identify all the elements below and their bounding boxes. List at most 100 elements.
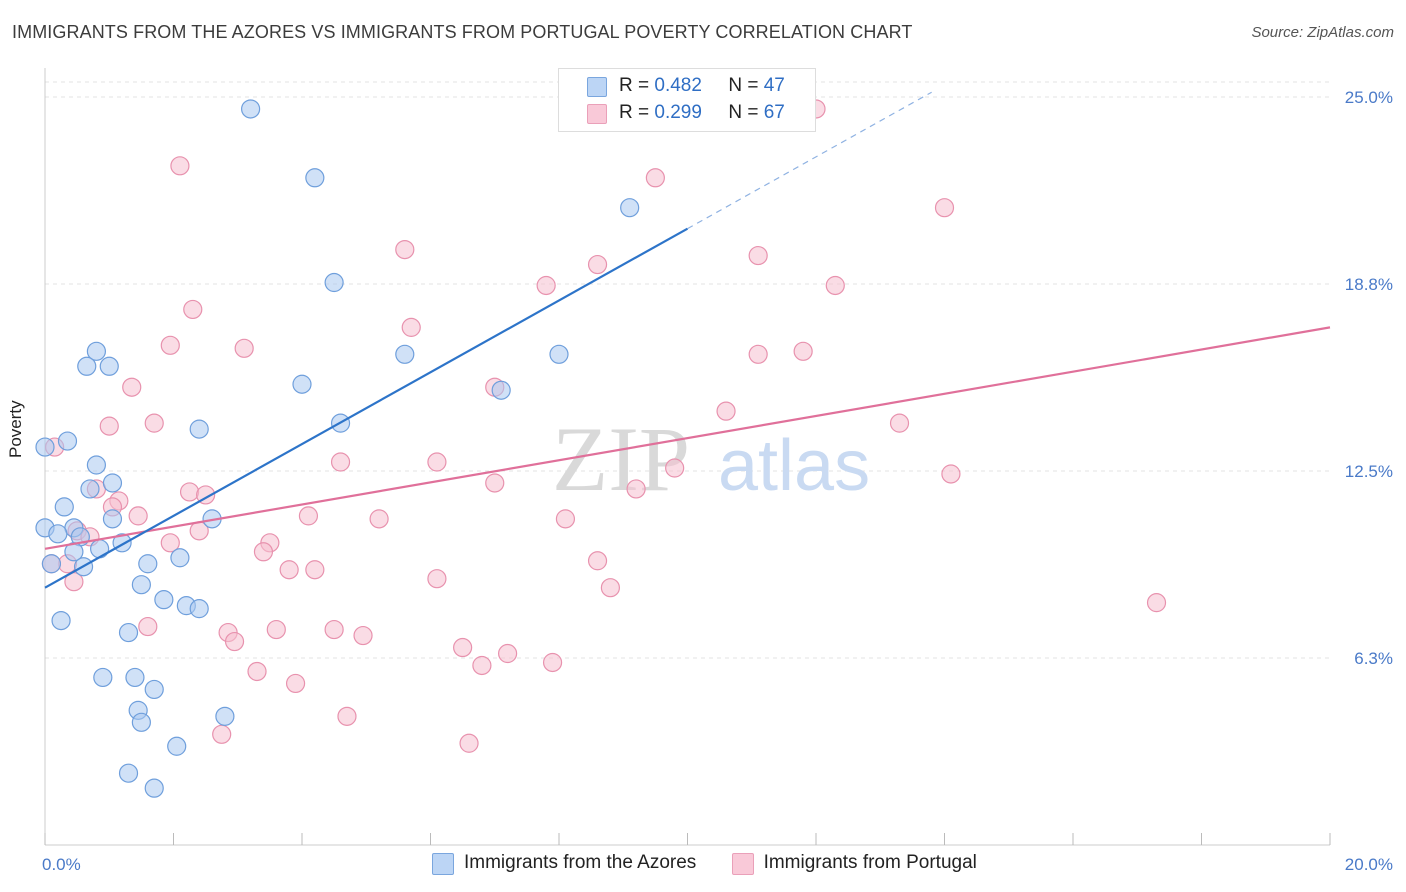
- watermark-atlas: atlas: [718, 426, 870, 506]
- legend-label-portugal: Immigrants from Portugal: [763, 852, 977, 873]
- trend-lines: [44, 91, 1331, 589]
- portugal-point: [266, 619, 286, 640]
- y-tick-label: 12.5%: [1345, 462, 1393, 481]
- portugal-point: [748, 245, 768, 266]
- azores-point: [93, 667, 113, 688]
- portugal-point: [285, 673, 306, 694]
- azores-point: [51, 610, 71, 631]
- legend-label-azores: Immigrants from the Azores: [464, 852, 697, 873]
- azores-point: [80, 479, 100, 499]
- azores-point: [102, 509, 123, 529]
- portugal-point: [234, 338, 254, 358]
- portugal-point: [395, 239, 415, 260]
- azores-point: [189, 419, 209, 439]
- portugal-point: [144, 413, 164, 433]
- correlation-legend: R = 0.482 N = 47 R = 0.299 N = 67: [558, 68, 816, 132]
- azores-swatch: [587, 77, 607, 97]
- portugal-point: [748, 344, 768, 364]
- azores-trend-extension: [687, 91, 932, 230]
- n-value: 47: [763, 75, 785, 96]
- portugal-point: [337, 706, 357, 726]
- azores-swatch: [432, 853, 454, 875]
- portugal-point: [330, 452, 351, 472]
- azores-point: [131, 575, 151, 595]
- portugal-point: [716, 401, 736, 421]
- r-value: 0.482: [654, 75, 702, 96]
- azores-point: [41, 554, 62, 574]
- portugal-point: [825, 275, 845, 296]
- azores-point: [118, 763, 139, 783]
- portugal-point: [160, 533, 180, 553]
- portugal-point: [122, 377, 142, 397]
- portugal-point: [160, 335, 180, 355]
- portugal-point: [889, 413, 910, 433]
- portugal-point: [369, 509, 389, 529]
- azores-point: [90, 539, 110, 559]
- portugal-point: [128, 506, 148, 526]
- azores-point: [549, 344, 569, 364]
- x-tick-label: 20.0%: [1345, 855, 1393, 874]
- portugal-point: [934, 198, 955, 218]
- azores-point: [144, 679, 164, 700]
- portugal-trend-line: [44, 326, 1331, 550]
- portugal-point: [1146, 593, 1167, 613]
- portugal-point: [298, 506, 319, 526]
- portugal-point: [542, 652, 563, 673]
- azores-point: [54, 497, 74, 517]
- source-label: Source: ZipAtlas.com: [1251, 24, 1394, 41]
- portugal-point: [665, 458, 685, 478]
- azores-points: [35, 99, 640, 798]
- portugal-point: [401, 317, 421, 337]
- azores-point: [395, 344, 415, 364]
- chart-title: IMMIGRANTS FROM THE AZORES VS IMMIGRANTS…: [12, 22, 913, 42]
- series-legend: Immigrants from the Azores Immigrants fr…: [432, 852, 1007, 878]
- azores-point: [305, 168, 325, 188]
- portugal-point: [453, 637, 473, 658]
- portugal-point: [626, 479, 646, 499]
- portugal-point: [485, 473, 505, 493]
- azores-point: [491, 380, 511, 400]
- azores-point: [138, 554, 158, 574]
- r-label: R =: [619, 75, 650, 96]
- portugal-point: [253, 542, 274, 562]
- portugal-point: [587, 254, 608, 275]
- y-tick-labels: 6.3% 12.5% 18.8% 25.0%: [1345, 88, 1393, 668]
- y-tick-label: 6.3%: [1354, 649, 1393, 668]
- portugal-point: [536, 275, 556, 296]
- watermark-zip: ZIP: [552, 408, 690, 510]
- n-label: N =: [728, 102, 759, 123]
- azores-point: [86, 455, 107, 475]
- portugal-point: [941, 464, 961, 484]
- azores-point: [48, 524, 68, 544]
- portugal-point: [645, 168, 665, 188]
- azores-trend-line: [44, 227, 689, 589]
- azores-point: [86, 341, 107, 361]
- azores-point: [125, 667, 145, 688]
- y-tick-label: 18.8%: [1345, 275, 1393, 294]
- portugal-swatch: [587, 104, 607, 124]
- azores-point: [167, 736, 187, 756]
- portugal-point: [305, 560, 325, 580]
- azores-point: [324, 272, 344, 293]
- portugal-point: [212, 724, 232, 744]
- portugal-point: [498, 643, 518, 664]
- r-label: R =: [619, 102, 650, 123]
- portugal-point: [279, 560, 299, 580]
- legend-item-azores: Immigrants from the Azores: [432, 852, 697, 875]
- legend-item-portugal: Immigrants from Portugal: [731, 852, 977, 875]
- x-tick-label: 0.0%: [42, 855, 81, 874]
- x-tick-labels: 0.0% 20.0%: [42, 855, 1393, 874]
- portugal-point: [793, 341, 813, 361]
- portugal-point: [587, 551, 608, 571]
- watermark: ZIP atlas: [552, 408, 870, 510]
- azores-point: [99, 356, 119, 376]
- portugal-point: [179, 482, 200, 502]
- azores-point: [35, 437, 55, 457]
- azores-point: [144, 778, 164, 798]
- portugal-point: [353, 625, 373, 646]
- portugal-point: [247, 661, 267, 682]
- azores-point: [102, 473, 123, 493]
- y-tick-label: 25.0%: [1345, 88, 1393, 107]
- r-value: 0.299: [654, 102, 702, 123]
